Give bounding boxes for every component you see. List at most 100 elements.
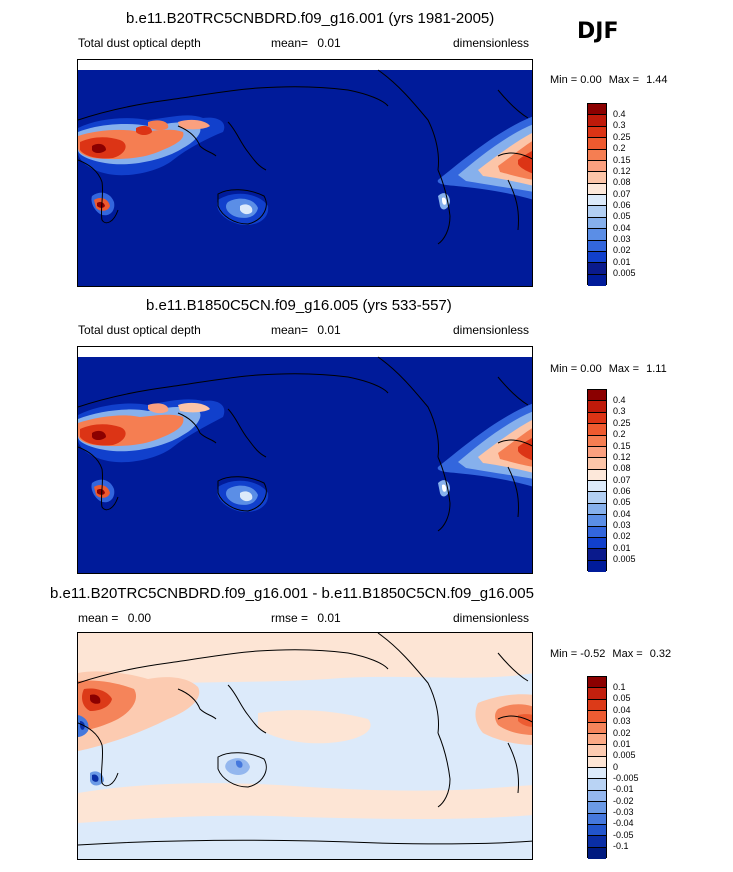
panel3-rmse: rmse = 0.01	[271, 611, 341, 625]
panel1-colorbar-segment	[588, 217, 606, 230]
panel3-rmse-label: rmse =	[271, 611, 309, 625]
panel3-colorbar-segment	[588, 802, 606, 814]
panel2-colorbar-segment	[588, 446, 606, 459]
colorbar-tick-label: 0.005	[613, 268, 636, 278]
panel3-coastlines	[78, 633, 532, 846]
panel3-colorbar-segment	[588, 722, 606, 734]
colorbar-tick-label: -0.01	[613, 784, 634, 794]
panel3-colorbar-segment	[588, 790, 606, 803]
panel3-colorbar-segment	[588, 756, 606, 768]
colorbar-tick-label: 0.02	[613, 728, 631, 738]
panel3-colorbar-segment	[588, 677, 606, 689]
colorbar-tick-label: -0.1	[613, 841, 629, 851]
panel2-mean-label: mean=	[271, 323, 309, 337]
colorbar-tick-label: -0.03	[613, 807, 634, 817]
panel1-colorbar-segment	[588, 126, 606, 139]
panel3-map	[77, 632, 533, 860]
panel3-colorbar-segment	[588, 847, 606, 859]
panel2-max-label: Max =	[608, 363, 640, 375]
panel1-units: dimensionless	[453, 36, 530, 50]
panel3-min-value: -0.52	[580, 648, 606, 660]
colorbar-tick-label: 0.07	[613, 189, 631, 199]
panel1-title: b.e11.B20TRC5CNBDRD.f09_g16.001 (yrs 198…	[126, 10, 495, 27]
colorbar-tick-label: -0.05	[613, 830, 634, 840]
panel1-colorbar-segment	[588, 138, 606, 150]
panel2-colorbar-segment	[588, 469, 606, 481]
colorbar-tick-label: 0.06	[613, 486, 631, 496]
panel3-colorbar-segment	[588, 779, 606, 791]
panel1-coastlines	[78, 69, 532, 245]
colorbar-tick-label: -0.005	[613, 773, 639, 783]
panel2-field: Total dust optical depth	[78, 323, 201, 337]
colorbar-tick-label: 0.03	[613, 520, 631, 530]
panel1-colorbar-segment	[588, 240, 606, 252]
panel2-mean: mean= 0.01	[271, 323, 341, 337]
colorbar-tick-label: 0.1	[613, 682, 626, 692]
colorbar-tick-label: 0.12	[613, 452, 631, 462]
panel1-colorbar-segment	[588, 251, 606, 264]
colorbar-tick-label: 0.08	[613, 177, 631, 187]
panel3-title: b.e11.B20TRC5CNBDRD.f09_g16.001 - b.e11.…	[50, 585, 534, 602]
colorbar-tick-label: 0.4	[613, 395, 626, 405]
panel1-min-value: 0.00	[580, 74, 602, 86]
panel2-minmax: Min = 0.00 Max = 1.11	[550, 363, 667, 375]
colorbar-tick-label: 0.15	[613, 441, 631, 451]
panel1-max-value: 1.44	[646, 74, 668, 86]
colorbar-tick-label: 0.05	[613, 497, 631, 507]
colorbar-tick-label: 0.3	[613, 406, 626, 416]
panel1-colorbar-segment	[588, 263, 606, 275]
panel3-colorbar-segment	[588, 733, 606, 746]
panel3-colorbar-segment	[588, 824, 606, 837]
panel3-max-label: Max =	[612, 648, 643, 660]
colorbar-tick-label: 0.05	[613, 693, 631, 703]
panel1-colorbar-segment	[588, 160, 606, 173]
panel3-colorbar-segment	[588, 745, 606, 757]
panel3-mean-value: 0.00	[127, 611, 152, 625]
colorbar-tick-label: 0.005	[613, 750, 636, 760]
panel3-colorbar	[587, 676, 607, 859]
panel2-coastlines	[78, 356, 532, 532]
colorbar-tick-label: 0.25	[613, 418, 631, 428]
panel2-colorbar-segment	[588, 560, 606, 572]
panel2-colorbar-segment	[588, 424, 606, 436]
colorbar-tick-label: 0.04	[613, 705, 631, 715]
panel1-colorbar-segment	[588, 104, 606, 116]
colorbar-tick-label: 0.01	[613, 257, 631, 267]
panel3-colorbar-segment	[588, 711, 606, 723]
panel2-colorbar-segment	[588, 435, 606, 447]
panel3-diff-features	[78, 633, 532, 823]
colorbar-tick-label: 0.02	[613, 531, 631, 541]
panel2-colorbar-segment	[588, 401, 606, 413]
panel3-colorbar-segment	[588, 813, 606, 825]
colorbar-tick-label: 0.2	[613, 429, 626, 439]
colorbar-tick-label: 0.01	[613, 739, 631, 749]
colorbar-tick-label: 0.05	[613, 211, 631, 221]
panel3-min-label: Min =	[550, 648, 578, 660]
panel3-colorbar-segment	[588, 768, 606, 780]
panel1-mean-label: mean=	[271, 36, 309, 50]
colorbar-tick-label: 0.02	[613, 245, 631, 255]
panel2-colorbar-segment	[588, 458, 606, 470]
panel1-colorbar-segment	[588, 183, 606, 195]
season-label: DJF	[577, 19, 619, 44]
panel2-colorbar-segment	[588, 549, 606, 561]
panel1-colorbar-segment	[588, 229, 606, 241]
panel3-mean-label: mean =	[78, 611, 119, 625]
panel2-max-value: 1.11	[646, 363, 667, 375]
panel1-map	[77, 59, 533, 287]
panel2-dust-features	[78, 399, 532, 513]
panel1-colorbar-segment	[588, 115, 606, 127]
panel1-colorbar-segment	[588, 172, 606, 184]
colorbar-tick-label: 0.15	[613, 155, 631, 165]
panel1-mean-value: 0.01	[317, 36, 341, 50]
panel3-colorbar-segment	[588, 699, 606, 712]
panel2-colorbar-segment	[588, 481, 606, 493]
colorbar-tick-label: 0.07	[613, 475, 631, 485]
colorbar-tick-label: 0.03	[613, 716, 631, 726]
panel1-colorbar-segment	[588, 274, 606, 286]
panel2-colorbar	[587, 389, 607, 572]
panel3-minmax: Min = -0.52 Max = 0.32	[550, 648, 671, 660]
panel1-mean: mean= 0.01	[271, 36, 341, 50]
panel2-colorbar-segment	[588, 503, 606, 516]
colorbar-tick-label: 0	[613, 762, 619, 772]
